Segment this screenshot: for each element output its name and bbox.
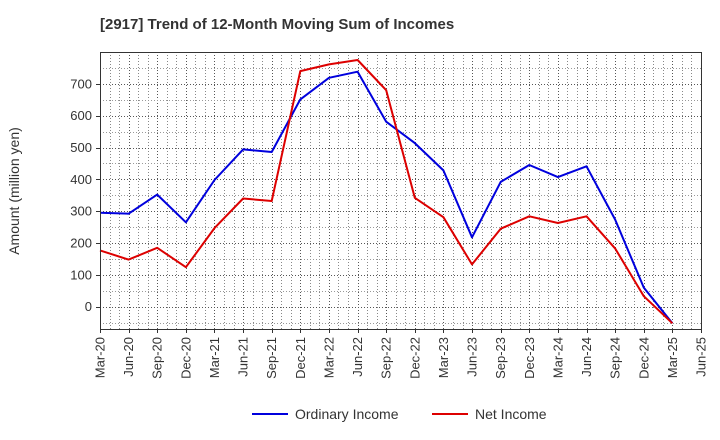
- y-axis-ticks: 0 100 200 300 400 500 600 700: [70, 76, 100, 314]
- x-tick-label: Dec-24: [636, 337, 651, 379]
- y-tick-label: 400: [70, 172, 92, 187]
- x-tick-label: Sep-22: [379, 337, 394, 379]
- x-tick-label: Jun-23: [465, 337, 480, 377]
- x-tick-label: Dec-20: [178, 337, 193, 379]
- x-tick-label: Dec-23: [522, 337, 537, 379]
- x-tick-label: Dec-22: [407, 337, 422, 379]
- x-tick-label: Dec-21: [293, 337, 308, 379]
- y-tick-label: 300: [70, 204, 92, 219]
- x-tick-label: Mar-20: [93, 337, 108, 378]
- x-tick-label: Jun-21: [236, 337, 251, 377]
- x-tick-label: Mar-25: [665, 337, 680, 378]
- x-tick-label: Jun-20: [121, 337, 136, 377]
- y-tick-label: 200: [70, 236, 92, 251]
- plot-area-frame: [100, 52, 702, 330]
- y-tick-label: 700: [70, 76, 92, 91]
- chart-title: [2917] Trend of 12-Month Moving Sum of I…: [100, 16, 455, 33]
- y-tick-label: 100: [70, 267, 92, 282]
- x-tick-label: Jun-24: [579, 337, 594, 377]
- x-tick-label: Mar-21: [207, 337, 222, 378]
- y-tick-label: 500: [70, 140, 92, 155]
- legend: Ordinary Income Net Income: [252, 406, 547, 422]
- x-axis-ticks: Mar-20 Jun-20 Sep-20 Dec-20 Mar-21 Jun-21 Sep-…: [93, 329, 709, 379]
- ordinary-income-legend-label: Ordinary Income: [295, 406, 399, 422]
- x-tick-label: Sep-23: [493, 337, 508, 379]
- x-tick-label: Mar-24: [550, 337, 565, 378]
- x-tick-label: Sep-20: [150, 337, 165, 379]
- x-tick-label: Sep-24: [608, 337, 623, 379]
- net-income-legend-label: Net Income: [475, 406, 547, 422]
- x-tick-label: Jun-25: [694, 337, 709, 377]
- grid-lines: [100, 52, 702, 329]
- x-tick-label: Sep-21: [264, 337, 279, 379]
- x-tick-label: Mar-22: [321, 337, 336, 378]
- series-lines: [99, 59, 674, 325]
- x-tick-label: Mar-23: [436, 337, 451, 378]
- y-tick-label: 0: [85, 299, 92, 314]
- y-tick-label: 600: [70, 108, 92, 123]
- x-tick-label: Jun-22: [350, 337, 365, 377]
